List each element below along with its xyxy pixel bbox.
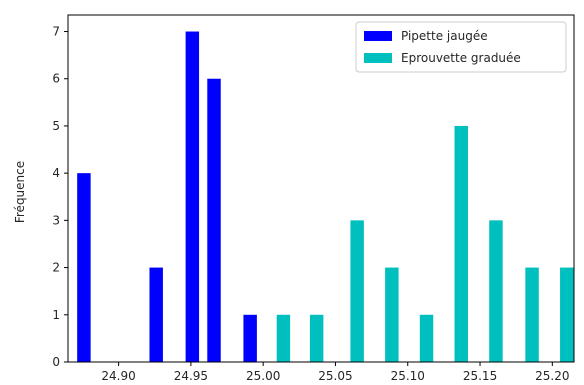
bar-eprouvette-7 (525, 267, 539, 362)
bar-eprouvette-8 (560, 267, 574, 362)
bar-eprouvette-3 (385, 267, 399, 362)
bar-eprouvette-5 (454, 125, 468, 362)
legend-label: Pipette jaugée (401, 29, 488, 43)
y-axis-label: Fréquence (13, 161, 27, 223)
x-tick-label: 24.90 (101, 369, 135, 383)
legend-label: Eprouvette graduée (401, 51, 521, 65)
bar-pipette-0 (77, 173, 91, 362)
legend-swatch (364, 31, 392, 41)
bar-eprouvette-6 (489, 220, 503, 362)
bar-eprouvette-2 (350, 220, 364, 362)
bar-eprouvette-4 (419, 314, 434, 362)
bar-pipette-3 (207, 78, 221, 362)
bar-eprouvette-0 (276, 314, 291, 362)
y-tick-label: 3 (52, 213, 60, 227)
x-tick-label: 25.00 (246, 369, 280, 383)
legend: Pipette jaugée Eprouvette graduée (355, 21, 567, 73)
y-tick-label: 6 (52, 72, 60, 86)
bar-pipette-4 (243, 314, 257, 362)
plot-frame (67, 14, 575, 363)
x-tick-label: 25.20 (535, 369, 569, 383)
x-tick-label: 25.15 (463, 369, 497, 383)
ticks-layer: 24.90 24.95 25.00 25.05 25.10 25.15 25.20 0 1 2 3 4… (52, 25, 569, 383)
y-tick-label: 2 (52, 261, 60, 275)
x-tick-label: 25.05 (318, 369, 352, 383)
bar-eprouvette-1 (309, 314, 324, 362)
legend-swatch (364, 53, 392, 63)
x-tick-label: 25.10 (391, 369, 425, 383)
y-tick-label: 4 (52, 166, 60, 180)
bar-pipette-2 (185, 31, 200, 363)
y-tick-label: 7 (52, 25, 60, 39)
y-tick-label: 5 (52, 119, 60, 133)
legend-box (355, 21, 567, 73)
bar-pipette-1 (149, 267, 163, 362)
y-tick-label: 0 (52, 355, 60, 369)
axes-layer (67, 14, 575, 363)
x-tick-label: 24.95 (174, 369, 208, 383)
bars-layer (77, 31, 574, 363)
y-tick-label: 1 (52, 308, 60, 322)
